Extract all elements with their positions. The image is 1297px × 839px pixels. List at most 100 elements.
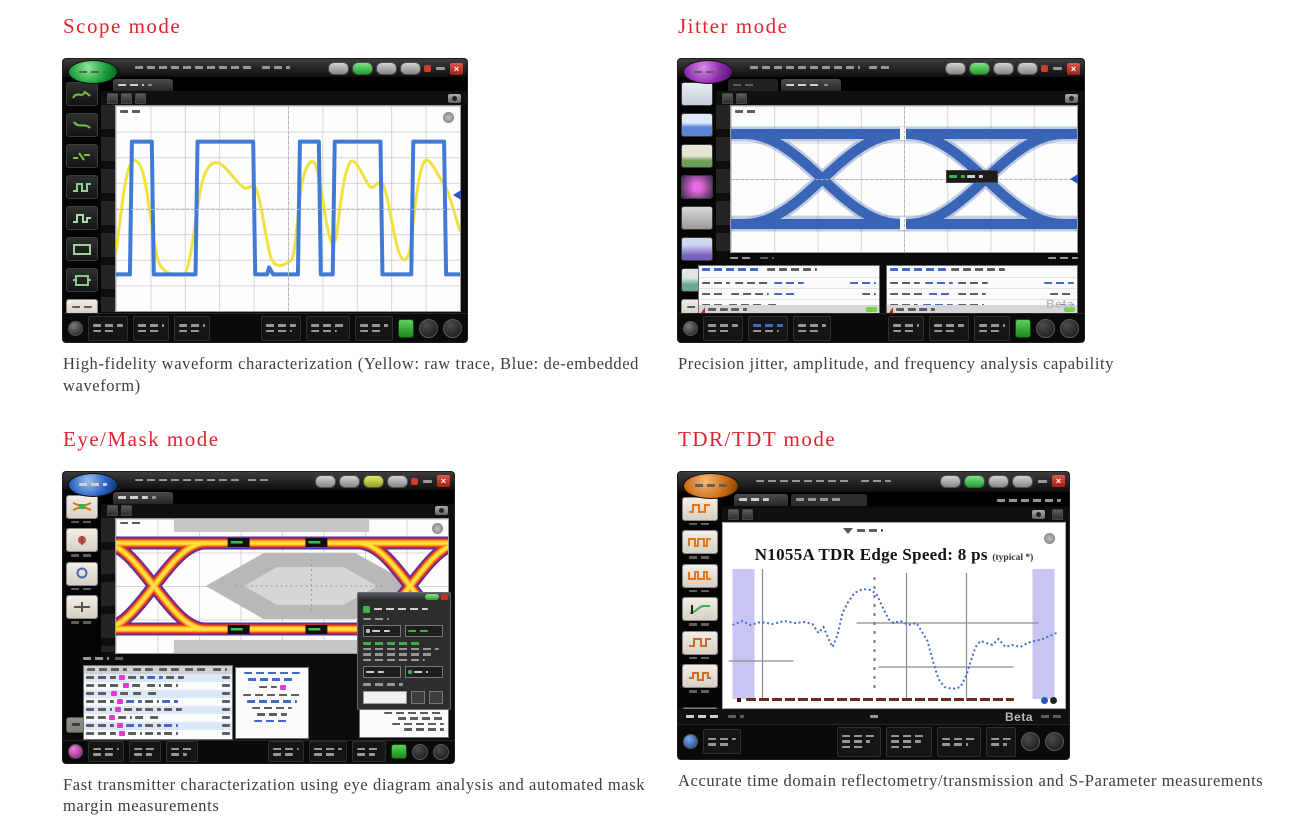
trace-toggle[interactable] — [1041, 696, 1057, 704]
channel-readout[interactable] — [703, 315, 743, 341]
menu-text[interactable] — [262, 66, 290, 69]
apply-button[interactable] — [429, 690, 443, 704]
details-tab[interactable] — [708, 308, 728, 311]
toolbar-button[interactable] — [135, 92, 146, 104]
trigger-dial[interactable] — [1060, 318, 1079, 338]
timebase-readout[interactable] — [837, 726, 881, 757]
tool-button-tdt[interactable] — [682, 530, 718, 555]
tool-button-oscilloscope[interactable] — [681, 82, 713, 106]
horizontal-dial[interactable] — [1036, 318, 1055, 338]
results-tab[interactable] — [760, 256, 774, 260]
stop-button[interactable] — [1012, 474, 1033, 488]
run-indicator-button[interactable] — [391, 744, 407, 760]
waveform-tab[interactable] — [113, 79, 173, 91]
toolbar-button[interactable] — [121, 505, 132, 517]
channel-knob-icon[interactable] — [68, 744, 83, 760]
channel-readout[interactable] — [703, 729, 741, 755]
vertical-tab-strip[interactable] — [716, 105, 730, 251]
trigger-readout[interactable] — [974, 315, 1010, 341]
tool-button-measure[interactable] — [66, 206, 98, 230]
acquisition-readout[interactable] — [309, 741, 347, 763]
dialog-help-button[interactable] — [425, 593, 439, 600]
tool-button-tj-diagram[interactable] — [681, 175, 713, 199]
table-row[interactable] — [887, 277, 1077, 288]
run-button[interactable] — [969, 62, 990, 75]
display-settings-gear-icon[interactable] — [443, 112, 454, 123]
menu-bar[interactable] — [135, 478, 270, 482]
jitter-results-table-left[interactable] — [698, 265, 880, 315]
scale-readout[interactable] — [129, 741, 161, 763]
touch-button[interactable] — [945, 62, 966, 75]
timebase-readout[interactable] — [888, 315, 924, 341]
acquisition-readout[interactable] — [306, 315, 350, 341]
setup-tab[interactable] — [728, 79, 778, 91]
table-row[interactable] — [699, 288, 879, 299]
margin-value-input[interactable] — [363, 690, 407, 704]
tab-close-icon[interactable] — [148, 83, 152, 87]
tool-button-measure[interactable] — [66, 528, 98, 553]
results-tab[interactable] — [728, 715, 744, 718]
cursor-band-right[interactable] — [1032, 568, 1055, 699]
details-tab[interactable] — [896, 308, 916, 311]
menu-bar[interactable] — [756, 479, 891, 483]
tool-button-histogram2[interactable] — [681, 237, 713, 261]
run-button[interactable] — [339, 474, 360, 488]
scale-readout[interactable] — [133, 315, 169, 341]
trace-marker-arrow[interactable] — [453, 190, 461, 200]
toolbar-button[interactable] — [742, 509, 753, 521]
mask-margin-dialog[interactable] — [357, 591, 451, 710]
channel-knob-icon[interactable] — [68, 320, 83, 336]
table-row[interactable] — [84, 730, 232, 738]
toolbar-button[interactable] — [121, 92, 132, 104]
close-button[interactable]: × — [1067, 62, 1080, 75]
trigger-dial[interactable] — [443, 318, 462, 338]
stop-button[interactable] — [387, 474, 408, 488]
run-button[interactable] — [352, 62, 373, 75]
table-row[interactable] — [84, 682, 232, 690]
hits-toggle[interactable] — [405, 666, 443, 679]
dialog-titlebar[interactable] — [358, 592, 450, 601]
window-titlebar[interactable]: × — [678, 471, 1069, 492]
touch-button[interactable] — [315, 474, 336, 488]
horizontal-dial[interactable] — [419, 318, 438, 338]
tool-button-amplitude[interactable] — [66, 561, 98, 586]
spinner-button[interactable] — [411, 690, 425, 704]
tool-button-table[interactable] — [681, 206, 713, 230]
pin-icon[interactable] — [869, 715, 880, 718]
trace-marker-arrow[interactable] — [1070, 174, 1078, 184]
offset-readout[interactable] — [174, 315, 210, 341]
tool-button-step[interactable] — [682, 630, 718, 655]
mask-info-panel[interactable] — [235, 666, 309, 739]
menu-bar[interactable] — [750, 66, 893, 69]
close-button[interactable]: × — [450, 62, 463, 75]
hit-ratio-toggle[interactable] — [363, 666, 401, 679]
tool-button-tdr[interactable] — [682, 496, 718, 521]
tool-button-histogram[interactable] — [681, 113, 713, 137]
pattern-readout[interactable] — [748, 315, 788, 341]
results-tab[interactable] — [113, 491, 173, 504]
vertical-tab-strip[interactable] — [101, 105, 115, 312]
single-button[interactable] — [363, 474, 384, 488]
table-row[interactable] — [887, 288, 1077, 299]
stop-button[interactable] — [400, 62, 421, 75]
toolbar-button[interactable] — [107, 92, 118, 104]
run-indicator-button[interactable] — [1015, 318, 1031, 338]
trigger-readout[interactable] — [355, 315, 393, 341]
run-indicator-button[interactable] — [398, 318, 414, 338]
cursor-band-left[interactable] — [732, 568, 755, 699]
tool-button-math[interactable] — [66, 237, 98, 261]
single-button[interactable] — [993, 62, 1014, 75]
table-row[interactable] — [84, 689, 232, 698]
setup-tab[interactable] — [734, 493, 788, 506]
plots-tab[interactable] — [919, 308, 935, 311]
menu-text[interactable] — [756, 479, 852, 483]
minimize-button[interactable] — [1038, 479, 1047, 483]
table-row[interactable] — [84, 714, 232, 722]
touch-button[interactable] — [940, 474, 961, 488]
minimize-button[interactable] — [1053, 67, 1062, 70]
vertical-tab-strip[interactable] — [101, 517, 115, 652]
window-titlebar[interactable]: × — [63, 471, 454, 490]
tool-button-acquire[interactable] — [66, 175, 98, 199]
results-tab[interactable] — [730, 256, 754, 260]
plots-tab[interactable] — [731, 308, 747, 311]
